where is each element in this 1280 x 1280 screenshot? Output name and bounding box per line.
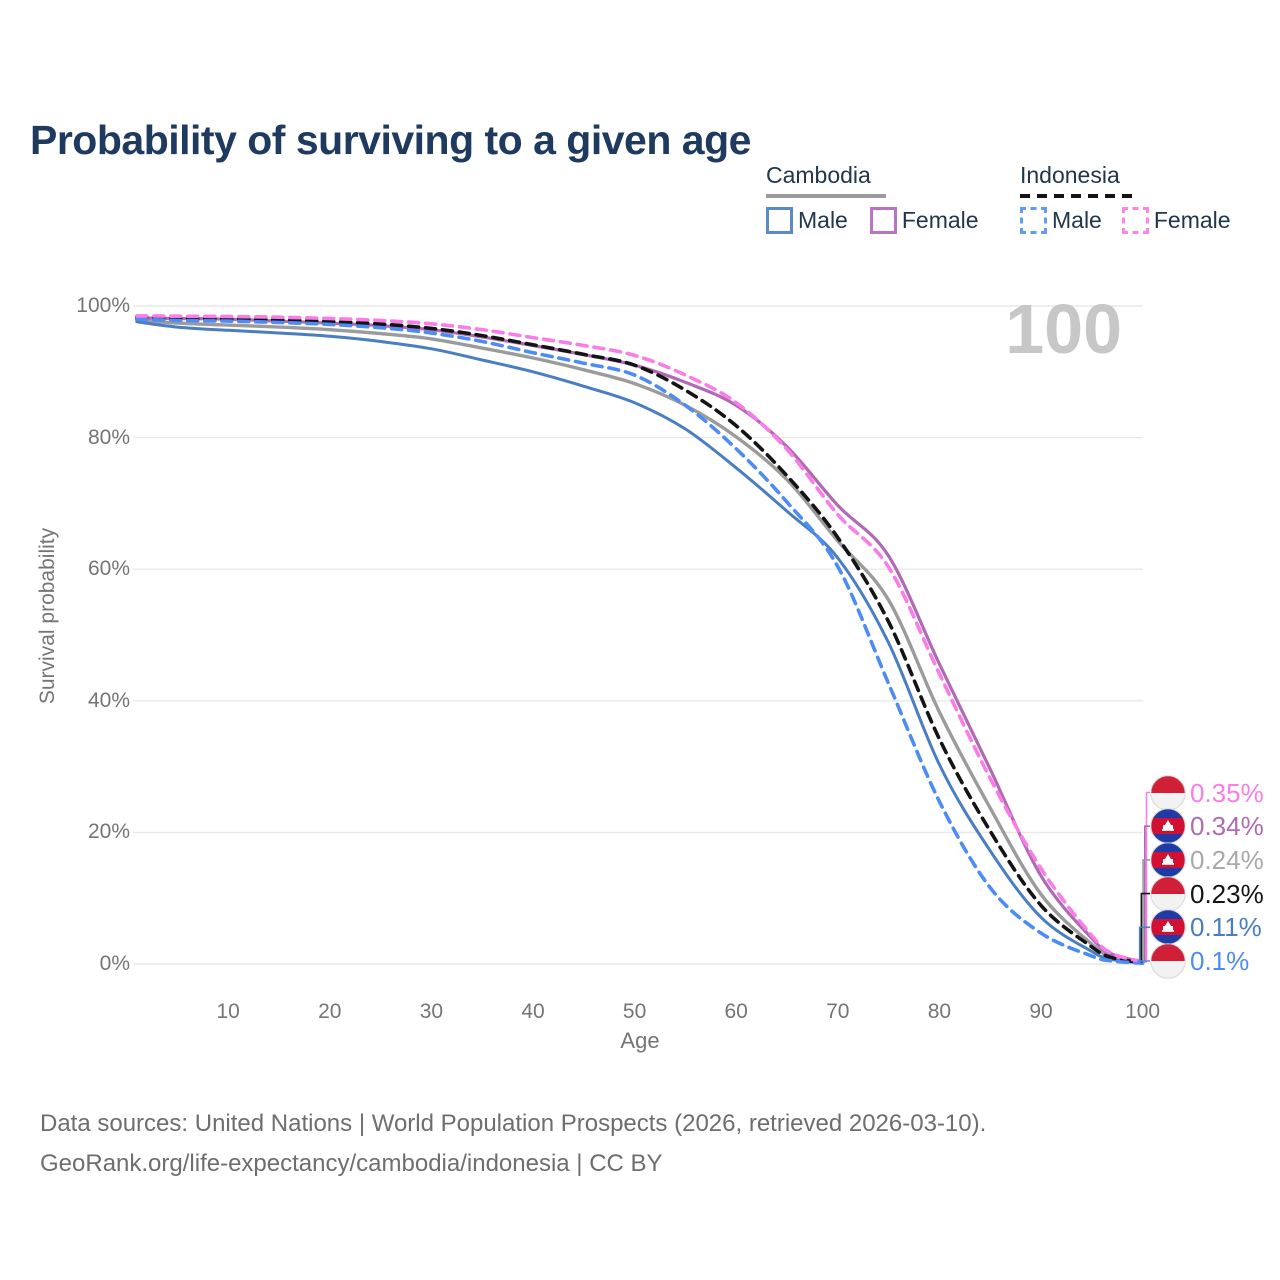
x-tick-label: 60 <box>724 1000 748 1023</box>
end-label-connectors <box>1137 791 1150 965</box>
cambodia-flag-icon <box>1150 808 1186 844</box>
legend-group-indonesia: Indonesia <box>1020 162 1120 188</box>
legend-row-cambodia: Male Female <box>766 204 979 236</box>
cambodia-male-swatch-icon <box>766 206 793 234</box>
end-label-value: 0.11% <box>1190 912 1262 943</box>
cambodia-flag-icon <box>1150 909 1186 945</box>
x-tick-label: 100 <box>1125 1000 1161 1023</box>
indonesia-dashed-line-sample <box>1020 194 1133 198</box>
curve-indonesia-male[interactable] <box>135 317 1145 965</box>
curve-indonesia[interactable] <box>135 315 1145 965</box>
legend-label: Male <box>1052 206 1102 233</box>
source-footer: Data sources: United Nations | World Pop… <box>40 1104 986 1184</box>
connector-indonesia-male <box>1137 960 1150 965</box>
y-tick-label: 80% <box>87 425 130 449</box>
y-tick-label: 60% <box>87 557 130 581</box>
x-tick-label: 50 <box>622 1000 647 1023</box>
indonesia-flag-icon <box>1150 943 1186 979</box>
x-tick-label: 40 <box>521 1000 545 1023</box>
data-sources-line: Data sources: United Nations | World Pop… <box>40 1110 987 1137</box>
x-tick-label: 30 <box>419 1000 444 1023</box>
x-tick-label: 70 <box>826 1000 850 1023</box>
curve-indonesia-female[interactable] <box>135 314 1145 964</box>
cambodia-flag-icon <box>1150 842 1186 878</box>
indonesia-male-swatch-icon <box>1020 206 1047 234</box>
end-label-cambodia-female: 0.34% <box>1150 808 1264 844</box>
legend-label: Female <box>1153 206 1231 233</box>
legend-row-indonesia: Male Female <box>1020 204 1231 236</box>
age-counter-watermark: 100 <box>1005 290 1122 368</box>
gridlines <box>133 305 1143 965</box>
x-tick-label: 90 <box>1029 1000 1053 1023</box>
end-label-cambodia-male: 0.11% <box>1150 909 1262 945</box>
indonesia-flag-icon <box>1150 875 1186 912</box>
x-tick-label: 10 <box>216 1000 240 1023</box>
indonesia-flag-icon <box>1150 774 1186 811</box>
cambodia-female-swatch-icon <box>869 206 897 234</box>
page-title: Probability of surviving to a given age <box>30 117 751 164</box>
end-label-value: 0.23% <box>1190 878 1264 909</box>
legend-item-indonesia-female[interactable]: Female <box>1121 206 1231 234</box>
legend-label: Female <box>901 206 979 233</box>
end-label-value: 0.24% <box>1190 844 1264 875</box>
legend-item-cambodia-female[interactable]: Female <box>869 206 979 234</box>
curve-cambodia-male[interactable] <box>135 320 1145 965</box>
connector-cambodia <box>1142 859 1150 964</box>
end-label-value: 0.1% <box>1190 946 1250 976</box>
legend-label: Male <box>798 206 848 233</box>
end-label-value: 0.35% <box>1190 777 1264 808</box>
end-label-indonesia-female: 0.35% <box>1150 774 1264 811</box>
y-tick-label: 40% <box>87 688 130 712</box>
y-axis-title: Survival probability <box>36 527 59 705</box>
legend-item-cambodia-male[interactable]: Male <box>766 206 848 234</box>
curve-cambodia[interactable] <box>135 318 1145 965</box>
cambodia-solid-line-sample <box>766 194 886 198</box>
y-tick-label: 0% <box>99 952 130 975</box>
attribution-line: GeoRank.org/life-expectancy/cambodia/ind… <box>40 1150 663 1177</box>
end-label-indonesia-male: 0.1% <box>1150 943 1249 979</box>
end-label-value: 0.34% <box>1190 811 1264 842</box>
x-tick-label: 80 <box>927 1000 952 1023</box>
legend-item-indonesia-male[interactable]: Male <box>1020 206 1102 234</box>
end-label-indonesia: 0.23% <box>1150 875 1264 912</box>
x-tick-label: 20 <box>318 1000 342 1023</box>
curve-cambodia-female[interactable] <box>135 316 1145 964</box>
y-tick-label: 20% <box>87 820 130 844</box>
indonesia-female-swatch-icon <box>1121 206 1149 234</box>
series-curves <box>135 314 1145 965</box>
end-label-cambodia: 0.24% <box>1150 842 1264 878</box>
y-tick-label: 100% <box>76 294 130 317</box>
x-axis-title: Age <box>620 1028 660 1053</box>
legend-group-cambodia: Cambodia <box>766 162 871 188</box>
